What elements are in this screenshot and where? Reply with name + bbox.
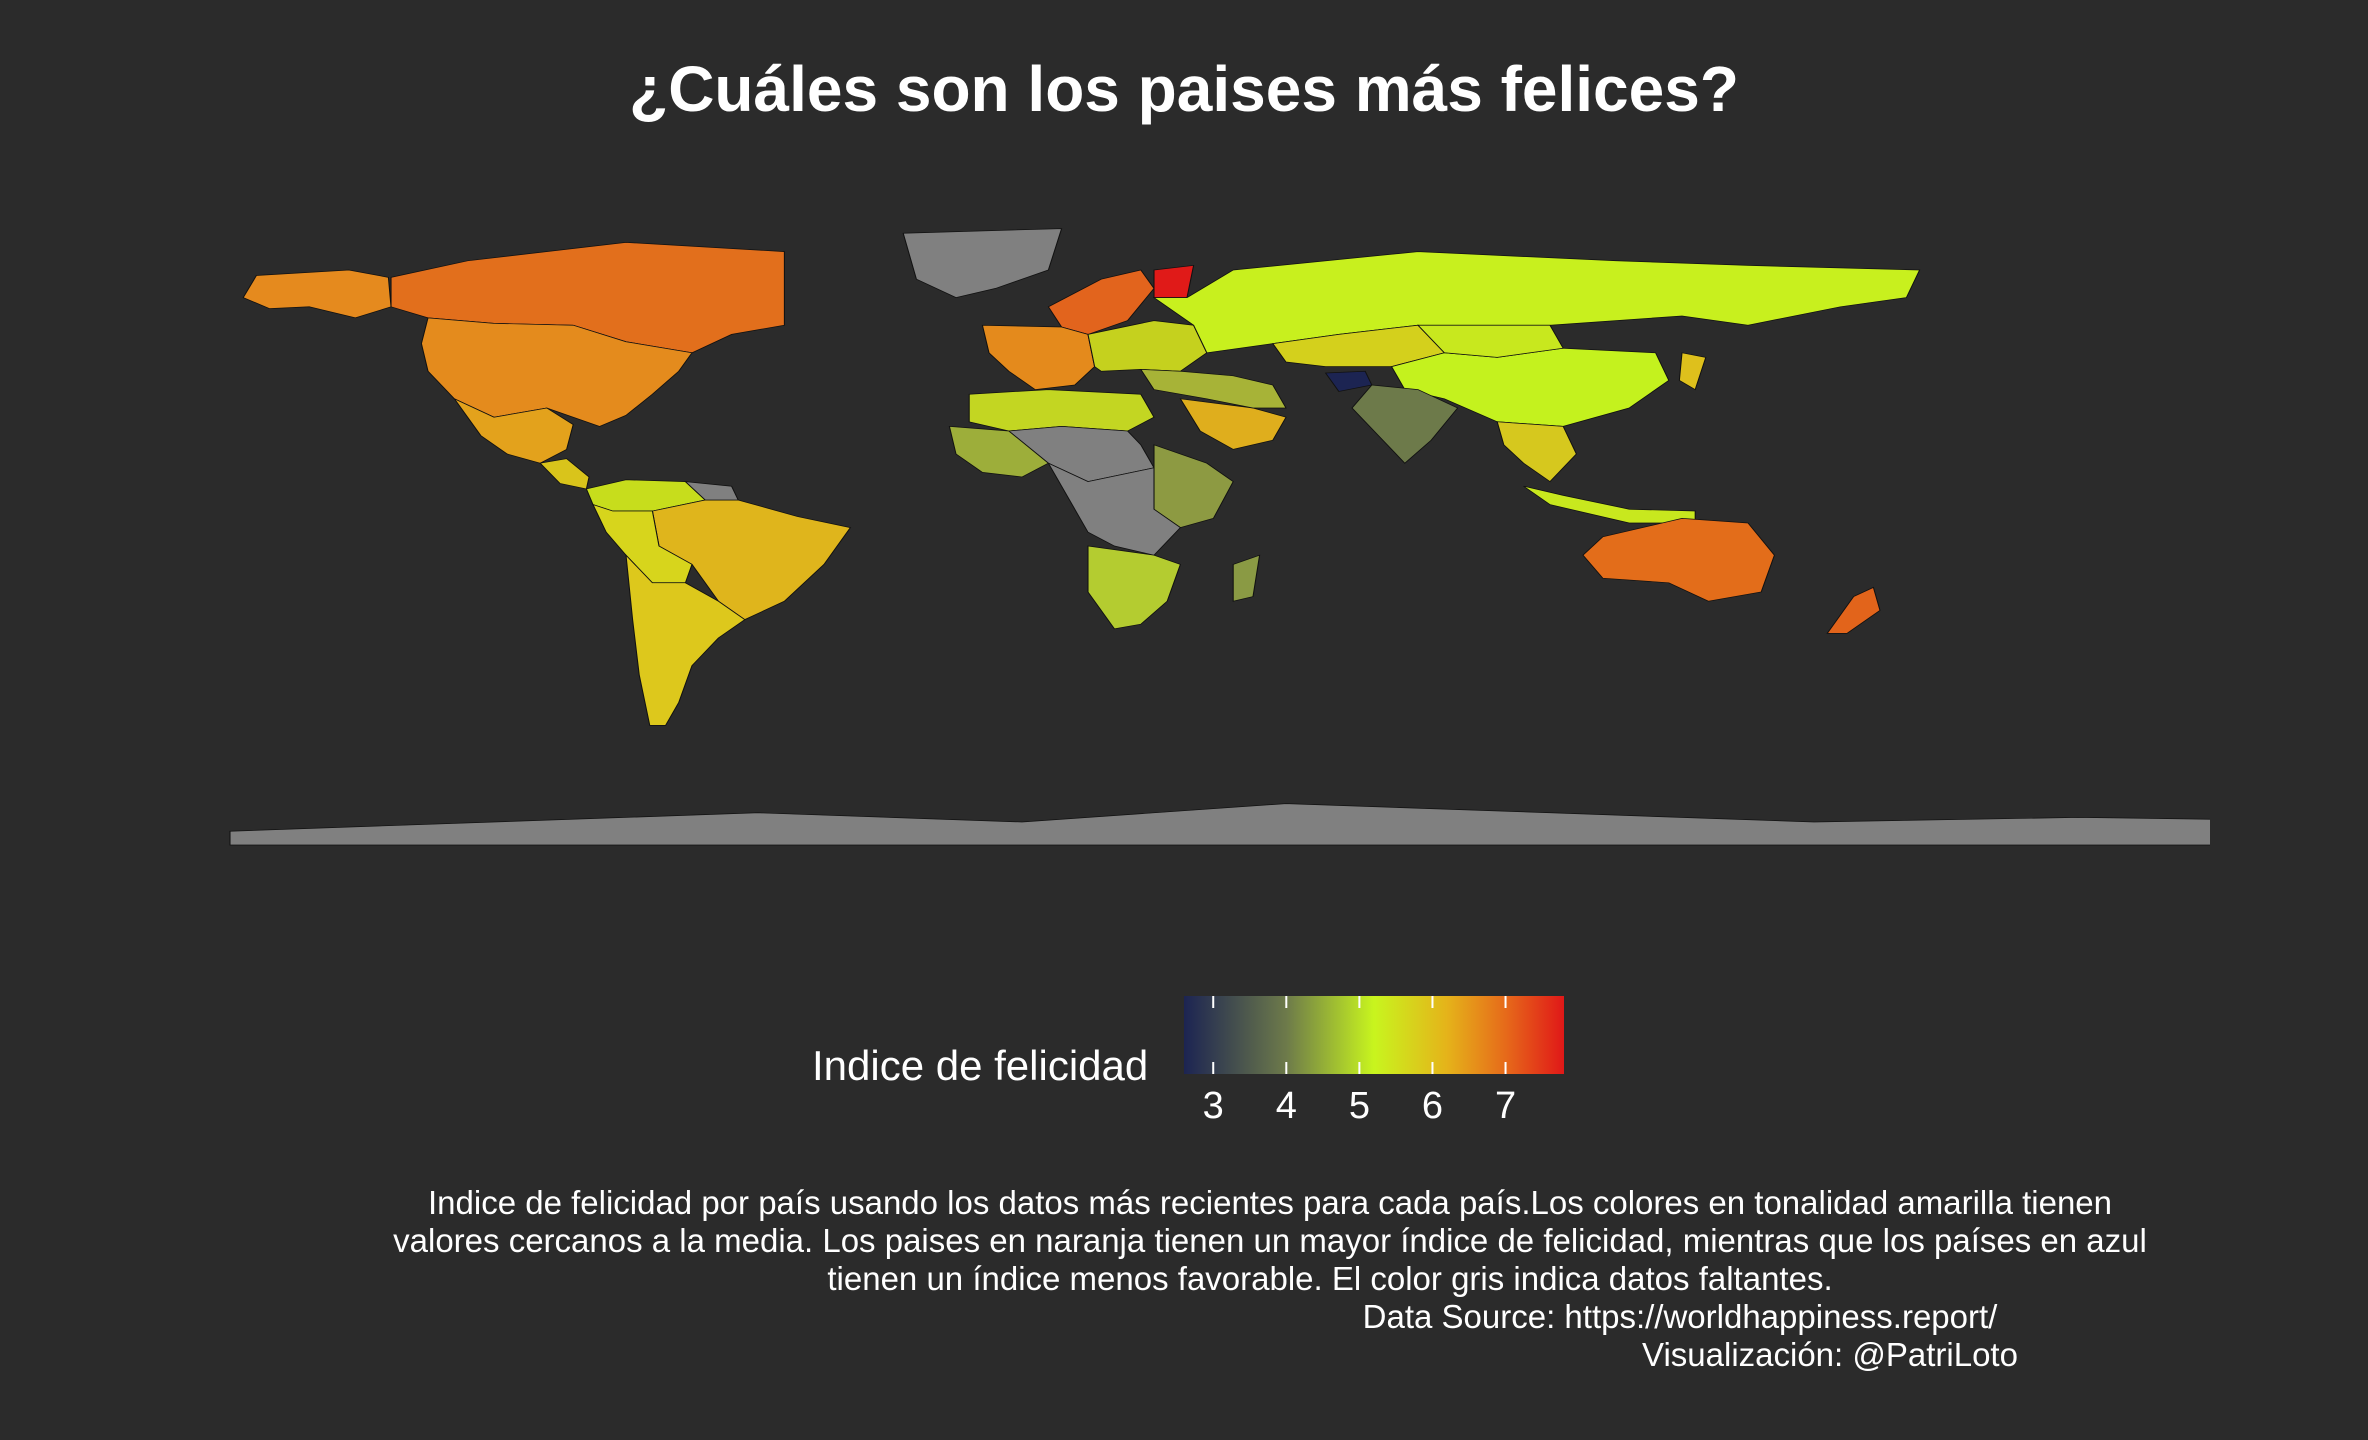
region-mexico [453, 397, 574, 464]
region-russia [1152, 251, 1921, 354]
region-peru-bolivia [592, 503, 693, 584]
caption: Indice de felicidad por país usando los … [300, 1184, 2240, 1374]
caption-line: valores cercanos a la media. Los paises … [393, 1222, 2147, 1259]
legend-tick-label: 3 [1203, 1085, 1224, 1127]
map-title: ¿Cuáles son los paises más felices? [629, 53, 1739, 125]
legend-title: Indice de felicidad [812, 1042, 1149, 1089]
region-mongolia [1417, 324, 1564, 358]
caption-line: tienen un índice menos favorable. El col… [827, 1260, 1833, 1297]
region-alaska [242, 269, 392, 319]
region-finland [1153, 264, 1195, 298]
region-antarctica [229, 803, 2210, 846]
legend-tick-label: 6 [1422, 1085, 1443, 1127]
region-greenland [902, 228, 1063, 299]
region-japan [1678, 352, 1707, 391]
region-east-africa [1153, 444, 1234, 529]
region-central-america [539, 458, 590, 490]
region-argentina-chile [625, 553, 746, 726]
world-map [229, 228, 2210, 846]
caption-line: Indice de felicidad por país usando los … [427, 1184, 2113, 1221]
region-central-africa [1047, 462, 1182, 556]
region-north-africa [968, 389, 1155, 432]
legend-tick-label: 4 [1276, 1085, 1297, 1127]
region-middle-east [1139, 368, 1287, 409]
region-west-africa [948, 425, 1050, 478]
region-southern-africa [1087, 545, 1182, 630]
caption-line: Visualización: @PatriLoto [1642, 1336, 2018, 1373]
caption-line: Data Source: https://worldhappiness.repo… [1362, 1298, 1998, 1335]
color-legend: 3 4 5 6 7 [1184, 996, 1564, 1127]
region-indonesia [1523, 485, 1696, 524]
region-madagascar [1232, 554, 1261, 602]
legend-tick-label: 5 [1349, 1085, 1370, 1127]
region-usa [420, 317, 693, 427]
region-india [1351, 384, 1459, 464]
legend-tick-label: 7 [1495, 1085, 1516, 1127]
region-southeast-asia [1496, 421, 1577, 483]
region-guianas [684, 481, 739, 501]
region-afghanistan [1324, 370, 1373, 392]
legend-color-bar [1184, 996, 1564, 1074]
region-western-europe [981, 324, 1096, 390]
region-australia [1582, 518, 1775, 602]
region-new-zealand [1826, 586, 1881, 634]
